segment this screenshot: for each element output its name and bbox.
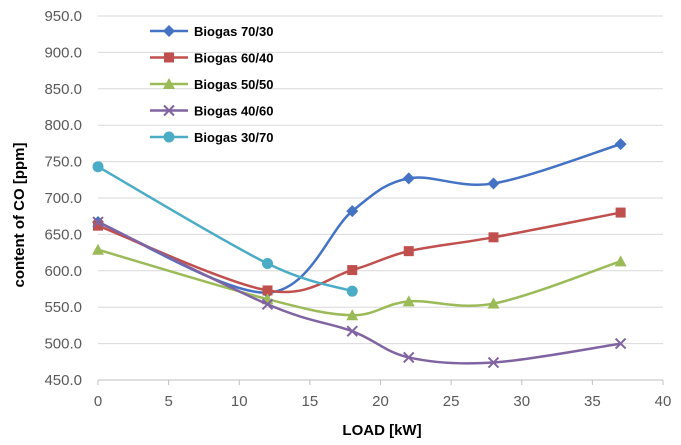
legend: Biogas 70/30 Biogas 60/40 Biogas 50/50 Biog… xyxy=(150,24,274,145)
data-point-biogas-70-30 xyxy=(346,205,359,218)
data-point-biogas-40-60 xyxy=(92,216,104,228)
y-tick-label: 450.0 xyxy=(44,372,82,389)
y-tick-label: 950.0 xyxy=(44,8,82,25)
x-tick-label: 20 xyxy=(372,393,389,410)
legend-item-biogas-40-60: Biogas 40/60 xyxy=(150,104,274,119)
marker-stroke xyxy=(346,325,358,337)
marker-stroke xyxy=(261,298,274,310)
legend-item-biogas-50-50: Biogas 50/50 xyxy=(150,77,274,92)
data-point-biogas-40-60 xyxy=(614,337,627,350)
x-tick-label: 35 xyxy=(584,393,601,410)
series-line-biogas-60-40 xyxy=(97,211,621,294)
data-point-biogas-50-50 xyxy=(346,309,359,321)
legend-item-biogas-70-30: Biogas 70/30 xyxy=(150,24,274,39)
legend-label: Biogas 70/30 xyxy=(194,24,274,39)
marker-stroke xyxy=(403,351,415,364)
legend-marker xyxy=(163,131,175,143)
axis-layer: 450.0 500.0 550.0 600.0 650.0 700.0 750.0 800.0… xyxy=(44,8,671,410)
x-tick-label: 30 xyxy=(513,393,530,410)
legend-marker xyxy=(163,25,175,37)
legend-label: Biogas 50/50 xyxy=(194,77,274,92)
marker-stroke xyxy=(92,216,104,228)
legend-label: Biogas 40/60 xyxy=(194,104,274,119)
y-tick-label: 750.0 xyxy=(44,154,82,171)
x-tick-label: 10 xyxy=(231,393,248,410)
series-line-biogas-40-60 xyxy=(97,220,621,365)
data-point-biogas-60-40 xyxy=(615,207,626,218)
y-tick-label: 600.0 xyxy=(44,263,82,280)
y-tick-label: 650.0 xyxy=(44,226,82,243)
marker-stroke xyxy=(614,337,627,350)
data-point-biogas-60-40 xyxy=(93,220,103,231)
y-tick-label: 850.0 xyxy=(44,81,82,98)
y-tick-label: 700.0 xyxy=(44,190,82,207)
legend-label: Biogas 60/40 xyxy=(194,51,274,66)
legend-marker xyxy=(163,78,175,89)
data-point-biogas-40-60 xyxy=(261,298,274,310)
series-biogas-30-70 xyxy=(92,161,358,297)
data-point-biogas-40-60 xyxy=(346,325,358,337)
data-point-biogas-40-60 xyxy=(487,356,500,369)
data-point-biogas-40-60 xyxy=(403,351,415,364)
series-biogas-60-40 xyxy=(93,207,626,296)
y-axis-title: content of CO [ppm] xyxy=(11,143,28,288)
y-tick-label: 500.0 xyxy=(44,336,82,353)
legend-marker xyxy=(163,104,175,117)
data-point-biogas-50-50 xyxy=(614,255,627,267)
legend-label: Biogas 30/70 xyxy=(194,130,274,145)
y-tick-label: 900.0 xyxy=(44,44,82,61)
x-axis-title: LOAD [kW] xyxy=(342,422,421,439)
series-biogas-40-60 xyxy=(92,216,627,369)
data-point-biogas-70-30 xyxy=(614,138,627,151)
series-line-biogas-30-70 xyxy=(97,165,353,293)
x-tick-label: 5 xyxy=(164,393,172,410)
legend-marker xyxy=(164,52,174,63)
data-point-biogas-70-30 xyxy=(487,177,500,190)
series-biogas-50-50 xyxy=(92,243,627,321)
marker-stroke xyxy=(487,356,500,369)
y-tick-label: 800.0 xyxy=(44,117,82,134)
series-line-biogas-50-50 xyxy=(97,248,622,317)
legend-item-biogas-60-40: Biogas 60/40 xyxy=(150,51,274,66)
x-tick-label: 25 xyxy=(443,393,460,410)
data-point-biogas-60-40 xyxy=(262,285,273,296)
data-point-biogas-50-50 xyxy=(402,295,415,307)
legend-item-biogas-30-70: Biogas 30/70 xyxy=(150,130,274,145)
series-layer xyxy=(92,138,627,369)
series-biogas-70-30 xyxy=(92,138,627,299)
data-point-biogas-50-50 xyxy=(92,243,104,255)
data-point-biogas-60-40 xyxy=(403,246,414,257)
x-tick-label: 40 xyxy=(655,393,672,410)
y-tick-label: 550.0 xyxy=(44,299,82,316)
data-point-biogas-50-50 xyxy=(487,297,500,309)
data-point-biogas-60-40 xyxy=(488,232,499,243)
x-tick-label: 0 xyxy=(94,393,102,410)
data-point-biogas-30-70 xyxy=(262,258,273,270)
x-tick-label: 15 xyxy=(302,393,319,410)
data-point-biogas-70-30 xyxy=(402,172,415,185)
data-point-biogas-30-70 xyxy=(92,161,104,173)
grid-layer xyxy=(98,15,663,345)
data-point-biogas-60-40 xyxy=(347,265,358,276)
data-point-biogas-30-70 xyxy=(346,285,358,297)
marker-stroke xyxy=(163,104,175,117)
